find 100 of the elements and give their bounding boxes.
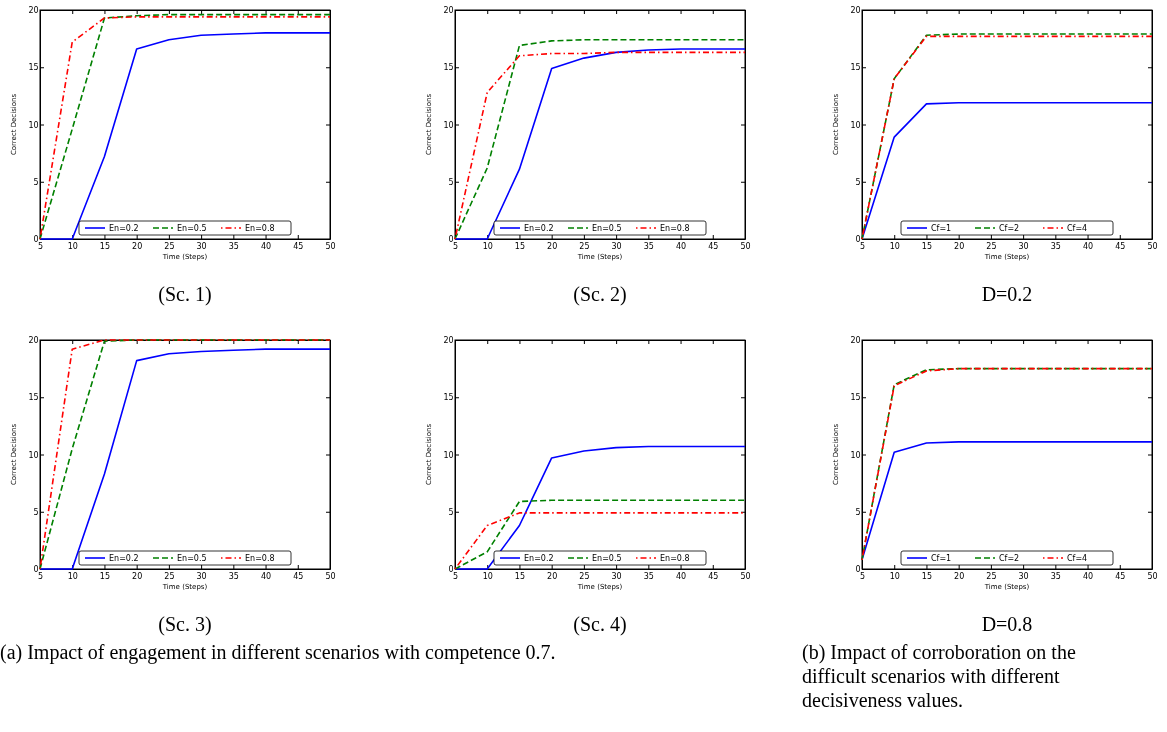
text: (Sc. 2) xyxy=(573,283,627,306)
x-tick-label: 10 xyxy=(889,572,900,582)
legend-label: En=0.8 xyxy=(660,224,690,233)
x-tick-label: 25 xyxy=(164,572,175,582)
x-tick-label: 45 xyxy=(708,242,719,252)
legend-label: Cf=2 xyxy=(999,554,1020,563)
legend-label: En=0.5 xyxy=(592,224,622,233)
x-tick-label: 50 xyxy=(325,572,336,582)
x-tick-label: 35 xyxy=(643,572,654,582)
x-tick-label: 15 xyxy=(921,242,933,252)
x-tick-label: 20 xyxy=(954,242,965,252)
y-tick-label: 0 xyxy=(855,565,861,575)
legend-label: Cf=4 xyxy=(1067,554,1088,563)
legend-label: En=0.2 xyxy=(109,554,139,563)
legend-label: Cf=1 xyxy=(931,554,952,563)
legend-label: En=0.2 xyxy=(524,554,554,563)
x-tick-label: 30 xyxy=(1018,242,1029,252)
y-tick-label: 20 xyxy=(28,336,39,346)
x-tick-label: 25 xyxy=(579,242,590,252)
x-tick-label: 50 xyxy=(1147,242,1158,252)
y-tick-label: 0 xyxy=(33,565,39,575)
y-tick-label: 10 xyxy=(443,120,454,130)
y-tick-label: 5 xyxy=(33,177,39,187)
x-tick-label: 15 xyxy=(99,572,111,582)
y-tick-label: 10 xyxy=(28,450,39,460)
x-tick-label: 25 xyxy=(986,242,997,252)
x-tick-label: 50 xyxy=(740,572,751,582)
x-tick-label: 30 xyxy=(196,572,207,582)
x-tick-label: 50 xyxy=(740,242,751,252)
y-tick-label: 5 xyxy=(33,507,39,517)
x-tick-label: 30 xyxy=(1018,572,1029,582)
legend-label: Cf=2 xyxy=(999,224,1020,233)
y-tick-label: 0 xyxy=(448,235,454,245)
y-tick-label: 20 xyxy=(850,336,861,346)
x-tick-label: 45 xyxy=(1115,572,1126,582)
x-tick-label: 40 xyxy=(1082,242,1094,252)
x-tick-label: 20 xyxy=(132,572,143,582)
x-tick-label: 25 xyxy=(986,572,997,582)
x-tick-label: 25 xyxy=(164,242,175,252)
y-tick-label: 10 xyxy=(28,120,39,130)
x-tick-label: 20 xyxy=(547,572,558,582)
text: D=0.2 xyxy=(981,283,1033,305)
legend-label: Cf=4 xyxy=(1067,224,1088,233)
y-tick-label: 0 xyxy=(855,235,861,245)
x-tick-label: 20 xyxy=(954,572,965,582)
y-tick-label: 0 xyxy=(33,235,39,245)
legend-label: En=0.8 xyxy=(245,224,275,233)
x-tick-label: 10 xyxy=(67,242,78,252)
x-tick-label: 50 xyxy=(325,242,336,252)
x-tick-label: 30 xyxy=(196,242,207,252)
x-tick-label: 35 xyxy=(1050,572,1061,582)
x-tick-label: 10 xyxy=(482,242,493,252)
y-tick-label: 5 xyxy=(855,507,861,517)
x-tick-label: 45 xyxy=(293,242,304,252)
x-tick-label: 30 xyxy=(611,242,622,252)
legend-label: En=0.5 xyxy=(592,554,622,563)
y-tick-label: 5 xyxy=(855,177,861,187)
x-tick-label: 40 xyxy=(260,242,272,252)
text: (b) Impact of corroboration on the difficult scenarios with different decisiveness values. xyxy=(802,641,1076,711)
line-series xyxy=(861,367,1153,561)
y-tick-label: 15 xyxy=(28,393,39,403)
x-tick-label: 40 xyxy=(1082,572,1094,582)
text: (Sc. 3) xyxy=(158,613,212,636)
x-tick-label: 15 xyxy=(99,242,111,252)
y-tick-label: 5 xyxy=(448,177,454,187)
y-tick-label: 20 xyxy=(443,6,454,16)
x-tick-label: 30 xyxy=(611,572,622,582)
x-tick-label: 45 xyxy=(708,572,719,582)
legend-label: Cf=1 xyxy=(931,224,952,233)
x-tick-label: 20 xyxy=(132,242,143,252)
legend-label: En=0.8 xyxy=(245,554,275,563)
x-tick-label: 15 xyxy=(921,572,933,582)
legend-label: En=0.2 xyxy=(524,224,554,233)
x-tick-label: 40 xyxy=(260,572,272,582)
text: D=0.8 xyxy=(981,613,1033,635)
x-tick-label: 45 xyxy=(1115,242,1126,252)
legend-label: En=0.5 xyxy=(177,224,207,233)
y-tick-label: 20 xyxy=(443,336,454,346)
x-tick-label: 50 xyxy=(1147,572,1158,582)
y-tick-label: 20 xyxy=(28,6,39,16)
x-tick-label: 20 xyxy=(547,242,558,252)
text: (Sc. 4) xyxy=(573,613,627,636)
legend-label: En=0.8 xyxy=(660,554,690,563)
y-tick-label: 15 xyxy=(28,63,39,73)
text: (a) Impact of engagement in different scenarios with competence 0.7. xyxy=(0,641,556,664)
x-tick-label: 40 xyxy=(675,242,687,252)
x-tick-label: 40 xyxy=(675,572,687,582)
y-tick-label: 10 xyxy=(850,450,861,460)
x-tick-label: 15 xyxy=(514,242,526,252)
x-tick-label: 25 xyxy=(579,572,590,582)
x-tick-label: 35 xyxy=(643,242,654,252)
x-tick-label: 15 xyxy=(514,572,526,582)
y-tick-label: 10 xyxy=(850,120,861,130)
text: (Sc. 1) xyxy=(158,283,212,306)
legend-label: En=0.2 xyxy=(109,224,139,233)
y-tick-label: 15 xyxy=(850,63,861,73)
x-tick-label: 35 xyxy=(1050,242,1061,252)
x-tick-label: 10 xyxy=(67,572,78,582)
x-tick-label: 45 xyxy=(293,572,304,582)
x-tick-label: 35 xyxy=(228,572,239,582)
